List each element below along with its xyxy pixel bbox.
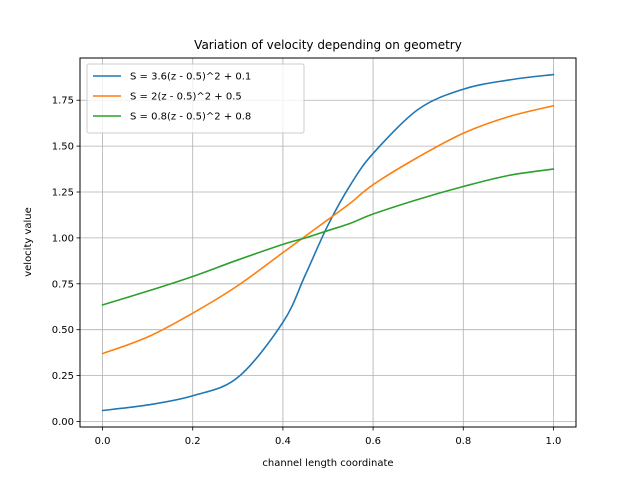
y-tick-label: 0.00: [52, 417, 74, 428]
legend-label-3: S = 0.8(z - 0.5)^2 + 0.8: [130, 112, 251, 123]
y-tick-label: 0.25: [52, 371, 74, 382]
legend-label-2: S = 2(z - 0.5)^2 + 0.5: [130, 92, 242, 103]
x-tick-label: 0.4: [275, 436, 291, 447]
series-line-1: [101, 73, 555, 412]
legend-label-1: S = 3.6(z - 0.5)^2 + 0.1: [130, 72, 251, 83]
y-tick-label: 1.50: [52, 142, 74, 153]
y-tick-label: 1.25: [52, 188, 74, 199]
y-tick-label: 0.75: [52, 279, 74, 290]
x-tick-label: 0.8: [455, 436, 471, 447]
x-tick-label: 1.0: [546, 436, 562, 447]
series-line-2: [101, 104, 555, 355]
series-lines: [101, 73, 555, 412]
axis-ticks: 0.0 0.2 0.4 0.6 0.8 1.0 0.00 0.25 0.50 0.75 1.00 1.…: [52, 96, 562, 447]
legend-box: [86, 63, 305, 134]
x-tick-label: 0.0: [95, 436, 111, 447]
plot-frame: [79, 57, 577, 428]
x-tick-label: 0.6: [365, 436, 381, 447]
chart-title: Variation of velocity depending on geome…: [194, 38, 462, 52]
y-tick-label: 1.75: [52, 96, 74, 107]
y-axis-label: velocity value: [23, 207, 34, 277]
x-tick-label: 0.2: [185, 436, 201, 447]
y-tick-label: 1.00: [52, 233, 74, 244]
x-axis-label: channel length coordinate: [262, 458, 393, 469]
series-line-3: [101, 168, 555, 306]
y-tick-label: 0.50: [52, 325, 74, 336]
legend: S = 3.6(z - 0.5)^2 + 0.1 S = 2(z - 0.5)^2…: [86, 63, 305, 134]
